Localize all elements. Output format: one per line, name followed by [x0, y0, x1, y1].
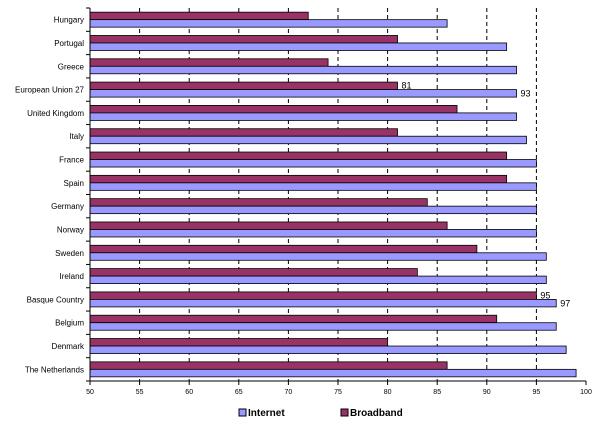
- bar-broadband-france: [89, 151, 508, 160]
- bar-broadband-united-kingdom: [89, 105, 458, 114]
- x-tick-label-90: 90: [483, 389, 491, 396]
- bar-broadband-sweden: [89, 244, 478, 254]
- bar-broadband-portugal: [89, 35, 398, 44]
- category-label-the-netherlands: The Netherlands: [25, 365, 84, 374]
- category-label-germany: Germany: [51, 202, 84, 211]
- category-label-basque-country: Basque Country: [27, 295, 84, 304]
- x-tick-label-55: 55: [136, 389, 144, 396]
- category-label-european-union-27: European Union 27: [15, 86, 84, 95]
- data-label-broadband-basque-country: 95: [540, 290, 550, 300]
- bar-broadband-hungary: [89, 11, 309, 21]
- bar-broadband-the-netherlands: [89, 361, 448, 370]
- category-label-france: France: [59, 156, 84, 165]
- bar-broadband-italy: [89, 128, 398, 137]
- bar-internet-sweden: [89, 252, 547, 261]
- bar-internet-united-kingdom: [89, 112, 517, 121]
- category-label-portugal: Portugal: [54, 39, 84, 48]
- category-label-norway: Norway: [57, 225, 84, 234]
- bar-internet-france: [89, 159, 537, 168]
- category-label-denmark: Denmark: [52, 342, 85, 351]
- category-label-italy: Italy: [69, 132, 84, 141]
- bar-internet-hungary: [89, 19, 448, 28]
- bar-internet-portugal: [89, 42, 508, 51]
- bar-internet-belgium: [89, 322, 557, 331]
- x-tick-label-75: 75: [334, 389, 342, 396]
- bar-broadband-belgium: [89, 314, 498, 324]
- bar-broadband-greece: [89, 58, 329, 67]
- x-tick-label-95: 95: [533, 389, 541, 396]
- bar-internet-greece: [89, 65, 517, 75]
- x-tick-label-85: 85: [433, 389, 441, 396]
- category-label-spain: Spain: [64, 179, 84, 188]
- x-tick-label-60: 60: [185, 389, 193, 396]
- category-label-hungary: Hungary: [54, 16, 84, 25]
- legend-label-broadband: Broadband: [350, 408, 403, 419]
- legend-swatch-broadband: [340, 408, 349, 417]
- bar-broadband-denmark: [89, 338, 389, 347]
- data-label-internet-basque-country: 97: [560, 298, 570, 308]
- axes: [86, 7, 587, 385]
- category-label-ireland: Ireland: [60, 272, 84, 281]
- bars: [89, 11, 577, 378]
- x-tick-label-100: 100: [580, 389, 592, 396]
- bar-broadband-norway: [89, 221, 448, 230]
- bar-internet-the-netherlands: [89, 368, 577, 378]
- bar-internet-germany: [89, 205, 537, 215]
- bar-internet-denmark: [89, 345, 567, 354]
- bar-internet-italy: [89, 135, 527, 145]
- bar-broadband-ireland: [89, 268, 418, 277]
- x-tick-label-50: 50: [86, 389, 94, 396]
- bar-broadband-european-union-27: [89, 81, 398, 90]
- category-label-greece: Greece: [58, 62, 85, 71]
- bar-broadband-germany: [89, 198, 428, 207]
- bar-broadband-basque-country: [89, 291, 537, 300]
- legend-swatch-internet: [238, 408, 247, 417]
- bar-internet-european-union-27: [89, 89, 517, 98]
- data-label-internet-european-union-27: 93: [521, 89, 531, 99]
- category-label-united-kingdom: United Kingdom: [27, 109, 84, 118]
- legend-label-internet: Internet: [248, 408, 285, 419]
- bar-broadband-spain: [89, 174, 508, 184]
- data-label-broadband-european-union-27: 81: [402, 81, 412, 91]
- x-tick-label-65: 65: [235, 389, 243, 396]
- bar-internet-norway: [89, 229, 537, 238]
- x-tick-labels: 50 55 60 65 70 75 80 85 90 95 100: [86, 389, 592, 396]
- data-labels: 81 93 95 97: [402, 81, 571, 309]
- category-labels: Hungary Portugal Greece European Union 27 Un…: [15, 16, 85, 375]
- bar-internet-basque-country: [89, 299, 557, 308]
- category-label-belgium: Belgium: [55, 319, 84, 328]
- bar-internet-ireland: [89, 275, 547, 284]
- x-tick-label-70: 70: [285, 389, 293, 396]
- legend: Internet Broadband: [238, 408, 403, 419]
- x-tick-label-80: 80: [384, 389, 392, 396]
- category-label-sweden: Sweden: [55, 249, 84, 258]
- bar-internet-spain: [89, 182, 537, 191]
